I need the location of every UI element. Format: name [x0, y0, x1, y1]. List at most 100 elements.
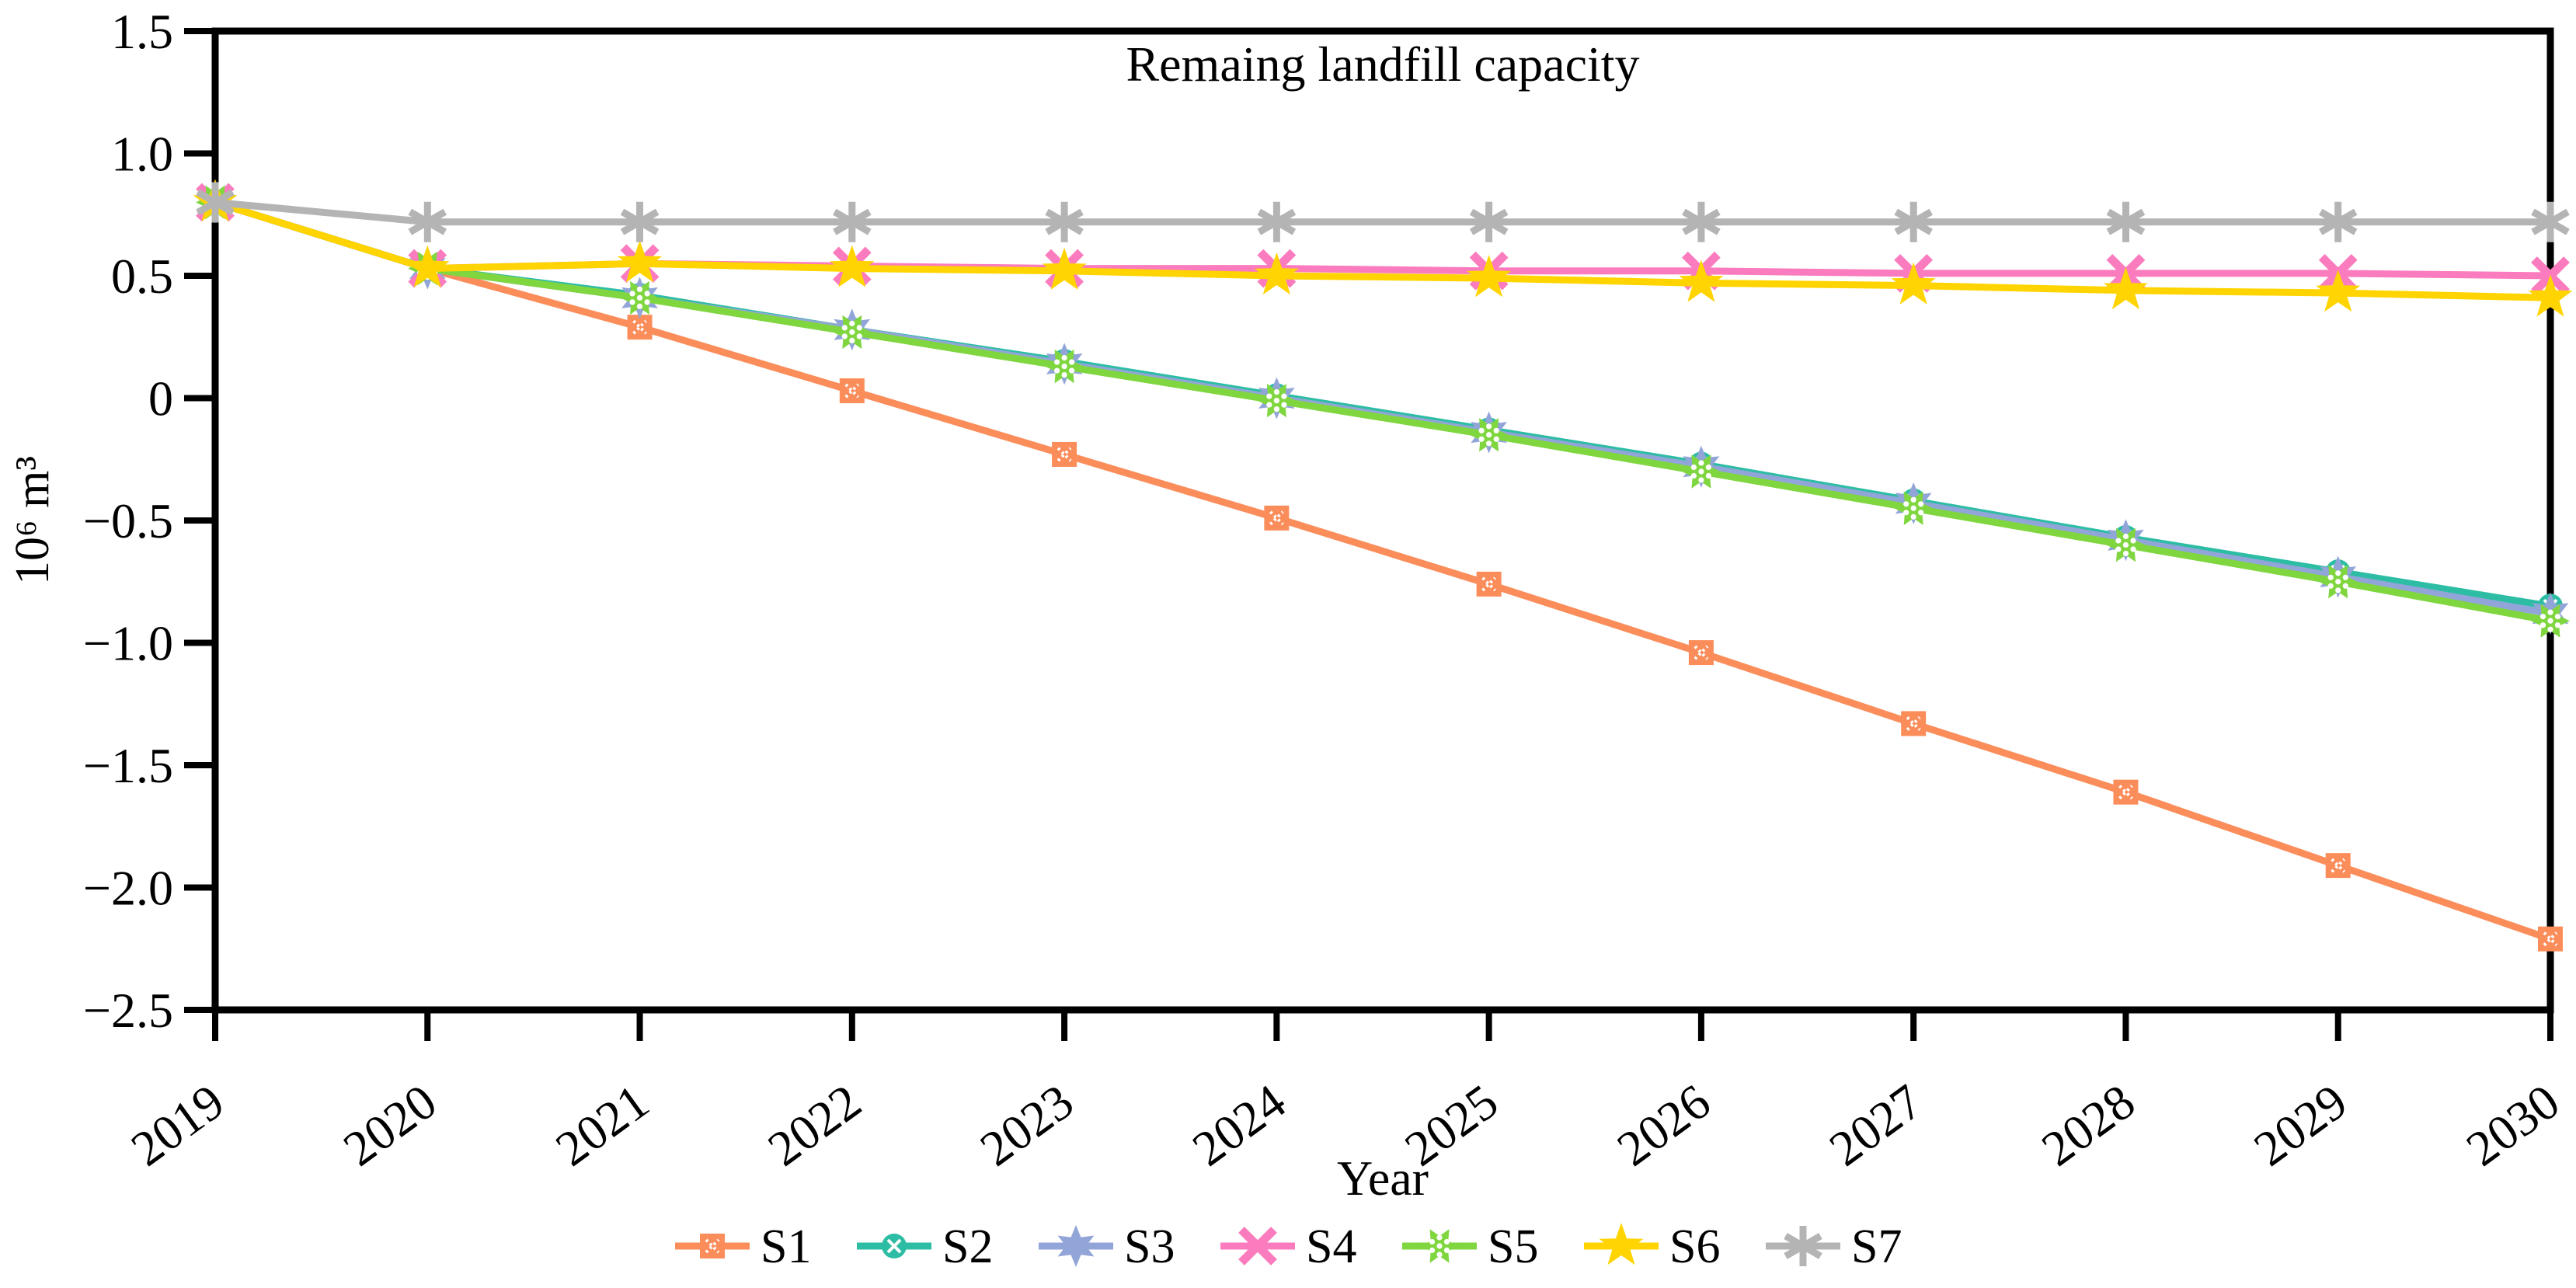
legend-item-S6: S6: [1584, 1220, 1720, 1273]
marker-square-x: [627, 315, 653, 340]
chart-title: Remaing landfill capacity: [1126, 37, 1639, 92]
marker-square-x: [700, 1234, 725, 1258]
legend-item-S2: S2: [857, 1220, 993, 1273]
marker-star6-dots: [1894, 491, 1934, 525]
marker-asterisk: [1894, 201, 1933, 242]
marker-square-x: [1052, 441, 1077, 467]
y-tick-label: 0.5: [111, 249, 173, 304]
marker-asterisk: [1045, 201, 1084, 242]
legend-item-S7: S7: [1766, 1220, 1902, 1273]
y-axis-label: 10⁶ m³: [6, 456, 59, 585]
marker-star5: [1891, 262, 1936, 305]
marker-star5: [830, 245, 875, 287]
marker-square-x: [2325, 853, 2351, 879]
marker-square-x: [1688, 640, 1714, 666]
x-tick-label: 2029: [2244, 1074, 2357, 1177]
series-line: [214, 199, 2551, 301]
y-tick-label: 1.5: [111, 4, 173, 59]
marker-asterisk: [2106, 201, 2146, 242]
series-S1: [203, 190, 2563, 952]
marker-star5: [2528, 274, 2573, 317]
marker-star5: [405, 245, 450, 287]
marker-star6-dots: [1469, 418, 1509, 452]
marker-star6-dots: [1681, 454, 1721, 489]
marker-star6-dots: [1420, 1229, 1459, 1263]
x-tick-label: 2022: [758, 1074, 871, 1177]
marker-star6: [1057, 1225, 1095, 1267]
series-line: [214, 199, 2552, 942]
legend-label: S5: [1488, 1220, 1538, 1273]
marker-star6-dots: [620, 280, 660, 315]
series-S7: [196, 182, 2570, 242]
marker-square-x: [1901, 711, 1927, 736]
marker-star6-dots: [1257, 384, 1297, 418]
marker-star6-dots: [2531, 604, 2570, 638]
plot-box: [211, 27, 2554, 1014]
marker-asterisk: [196, 182, 235, 223]
marker-asterisk: [1784, 1226, 1822, 1266]
legend-item-S4: S4: [1220, 1220, 1356, 1273]
axes-layer: 1.5 1.0 0.5 0 −0.5 −1.0 −1.5 −2.0 −2.5 2019 2020 20…: [83, 4, 2569, 1177]
marker-square-x: [2113, 779, 2139, 805]
y-tick-label: −0.5: [83, 493, 173, 548]
marker-circle-x: [882, 1234, 907, 1258]
marker-star5: [1042, 247, 1087, 290]
marker-star5: [618, 240, 663, 283]
x-tick-label: 2030: [2456, 1074, 2569, 1177]
marker-square-x: [1476, 571, 1502, 597]
marker-square-x: [1264, 505, 1290, 531]
marker-square-x: [2538, 926, 2563, 952]
series-S6: [193, 179, 2573, 317]
legend-item-S5: S5: [1402, 1220, 1538, 1273]
series-line: [214, 199, 2551, 625]
series-layer: [193, 179, 2573, 952]
y-tick-label: −2.5: [83, 983, 173, 1038]
marker-star5: [1254, 252, 1299, 295]
x-tick-label: 2019: [121, 1074, 234, 1177]
legend-label: S6: [1669, 1220, 1720, 1273]
series-S3: [197, 181, 2569, 635]
marker-star5: [2103, 266, 2148, 310]
marker-asterisk: [1469, 201, 1509, 242]
x-tick-label: 2023: [970, 1074, 1083, 1177]
y-tick-label: 1.0: [111, 127, 173, 182]
marker-star5: [2316, 270, 2361, 312]
x-tick-label: 2027: [1819, 1074, 1932, 1177]
y-tick-label: −1.0: [83, 616, 173, 671]
marker-asterisk: [1257, 201, 1297, 242]
x-tick-label: 2024: [1182, 1074, 1295, 1177]
x-tick-label: 2028: [2031, 1074, 2144, 1177]
marker-asterisk: [833, 201, 872, 242]
x-tick-label: 2020: [333, 1074, 446, 1177]
legend-item-S3: S3: [1039, 1220, 1175, 1273]
y-tick-label: −1.5: [83, 738, 173, 793]
x-tick-label: 2021: [545, 1074, 658, 1177]
marker-asterisk: [1682, 201, 1721, 242]
x-axis-label: Year: [1337, 1150, 1429, 1206]
marker-star6-dots: [2318, 565, 2358, 599]
y-tick-label: 0: [148, 371, 173, 426]
marker-star5: [1599, 1223, 1644, 1265]
marker-star5: [1467, 255, 1512, 298]
legend-label: S1: [761, 1220, 811, 1273]
marker-x: [1238, 1227, 1277, 1265]
marker-star6-dots: [1045, 349, 1084, 384]
marker-asterisk: [2318, 201, 2358, 242]
marker-asterisk: [408, 201, 447, 242]
marker-star6-dots: [2106, 527, 2146, 562]
y-tick-label: −2.0: [83, 861, 173, 916]
marker-star6-dots: [832, 315, 872, 350]
x-tick-label: 2026: [1607, 1074, 1720, 1177]
legend-label: S3: [1124, 1220, 1175, 1273]
marker-asterisk: [620, 201, 660, 242]
marker-star5: [1679, 259, 1724, 302]
legend-label: S7: [1851, 1220, 1902, 1273]
marker-square-x: [839, 378, 865, 404]
series-line: [214, 199, 2550, 226]
legend-label: S2: [942, 1220, 993, 1273]
legend-item-S1: S1: [675, 1220, 811, 1273]
legend-label: S4: [1306, 1220, 1356, 1273]
marker-asterisk: [2531, 201, 2570, 242]
